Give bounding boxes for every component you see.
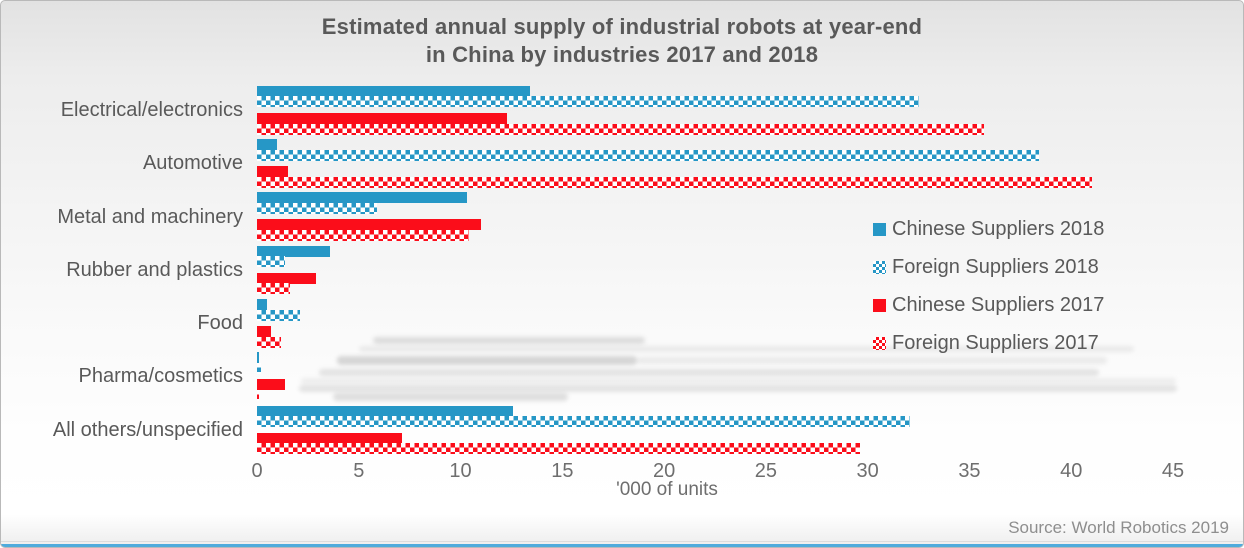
x-tick-label: 40 <box>1060 460 1083 482</box>
bar-foreign-suppliers-2017-pharma-cosmetics <box>257 390 260 401</box>
bar-chinese-suppliers-2017-food <box>257 326 272 337</box>
x-tick-label: 15 <box>551 460 574 482</box>
bar-chinese-suppliers-2018-all-others-unspecified <box>257 405 514 417</box>
ghost-streak <box>373 337 645 344</box>
chart-title-line2: in China by industries 2017 and 2018 <box>425 42 819 67</box>
bar-foreign-suppliers-2017-food <box>257 336 282 348</box>
legend-item: Foreign Suppliers 2017 <box>873 332 1099 355</box>
ghost-streak <box>359 346 1134 352</box>
category-label: Pharma/cosmetics <box>78 365 244 388</box>
bar-foreign-suppliers-2018-food <box>257 309 300 321</box>
bar-chinese-suppliers-2018-pharma-cosmetics <box>257 352 260 364</box>
bar-chinese-suppliers-2018-food <box>257 298 268 310</box>
legend-swatch-icon <box>873 260 886 274</box>
legend-label: Chinese Suppliers 2018 <box>892 217 1105 240</box>
source-credit: Source: World Robotics 2019 <box>1008 518 1229 537</box>
bar-foreign-suppliers-2018-electrical-electronics <box>257 96 919 108</box>
bar-chinese-suppliers-2017-pharma-cosmetics <box>257 379 286 391</box>
chart-title-line1: Estimated annual supply of industrial ro… <box>321 14 923 39</box>
ghost-streak <box>337 356 637 365</box>
bottom-accent-line <box>1 544 1243 547</box>
bar-chinese-suppliers-2017-rubber-and-plastics <box>257 272 317 284</box>
x-tick-label: 5 <box>353 460 365 482</box>
bar-foreign-suppliers-2017-electrical-electronics <box>257 123 984 135</box>
bar-chinese-suppliers-2018-electrical-electronics <box>257 85 530 97</box>
ghost-streak <box>301 378 1176 384</box>
category-label: Rubber and plastics <box>66 258 243 281</box>
category-label: Electrical/electronics <box>60 98 243 121</box>
bar-foreign-suppliers-2018-rubber-and-plastics <box>257 256 286 268</box>
x-tick-label: 0 <box>251 460 263 482</box>
legend-label: Foreign Suppliers 2017 <box>892 332 1099 355</box>
category-label: Automotive <box>142 152 243 175</box>
legend-item: Chinese Suppliers 2017 <box>873 294 1105 317</box>
category-label: Metal and machinery <box>57 205 243 228</box>
x-tick-label: 10 <box>449 460 472 482</box>
legend-item: Foreign Suppliers 2018 <box>873 256 1099 278</box>
ghost-streak <box>319 369 1099 376</box>
bar-foreign-suppliers-2018-metal-and-machinery <box>257 203 378 214</box>
legend-label: Chinese Suppliers 2017 <box>892 294 1105 317</box>
legend-swatch-icon <box>873 337 886 351</box>
bar-chinese-suppliers-2017-metal-and-machinery <box>257 219 481 231</box>
bar-foreign-suppliers-2017-rubber-and-plastics <box>257 283 290 295</box>
legend-item: Chinese Suppliers 2018 <box>873 218 1104 240</box>
legend-swatch-icon <box>873 299 886 313</box>
x-tick-label: 30 <box>856 460 879 482</box>
bar-foreign-suppliers-2017-all-others-unspecified <box>257 443 860 455</box>
category-label: All others/unspecified <box>52 418 243 441</box>
bar-foreign-suppliers-2017-metal-and-machinery <box>257 230 469 242</box>
bar-foreign-suppliers-2017-automotive <box>257 176 1092 188</box>
x-tick-label: 20 <box>652 460 676 482</box>
ghost-streak <box>637 357 1107 364</box>
bar-foreign-suppliers-2018-automotive <box>257 149 1039 161</box>
bar-chinese-suppliers-2017-electrical-electronics <box>257 112 508 124</box>
bar-chinese-suppliers-2017-automotive <box>257 166 288 178</box>
bar-chinese-suppliers-2018-metal-and-machinery <box>257 192 467 204</box>
bar-foreign-suppliers-2018-all-others-unspecified <box>257 416 911 428</box>
ghost-streak <box>333 393 568 401</box>
x-tick-label: 35 <box>958 460 981 482</box>
legend-swatch-icon <box>873 222 886 236</box>
x-tick-label: 25 <box>754 460 777 482</box>
bar-chinese-suppliers-2018-rubber-and-plastics <box>257 245 331 257</box>
x-axis-title: '000 of units <box>616 479 718 500</box>
chart-title: Estimated annual supply of industrial ro… <box>1 13 1243 69</box>
bar-chinese-suppliers-2017-all-others-unspecified <box>257 432 402 444</box>
bottom-divider <box>1 541 1243 542</box>
legend-label: Foreign Suppliers 2018 <box>892 255 1099 278</box>
bar-foreign-suppliers-2018-pharma-cosmetics <box>257 362 262 374</box>
category-label: Food <box>197 312 243 335</box>
bar-chinese-suppliers-2018-automotive <box>257 139 278 150</box>
x-tick-label: 45 <box>1161 460 1185 482</box>
ghost-streak <box>299 385 1177 392</box>
